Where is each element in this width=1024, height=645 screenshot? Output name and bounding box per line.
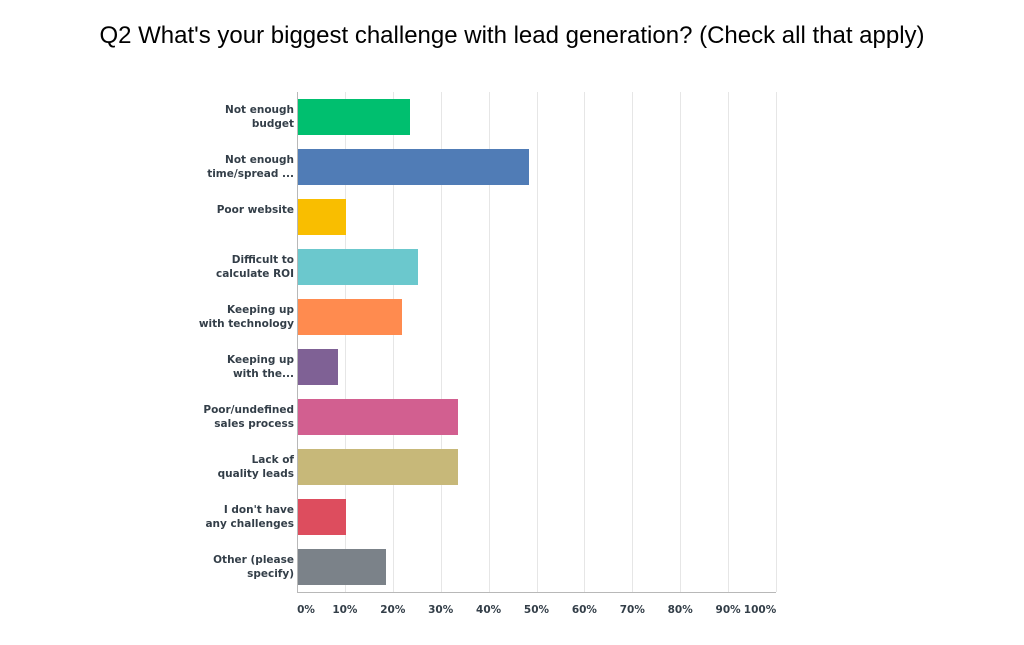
gridline [440,92,442,592]
x-tick-label: 10% [332,604,358,616]
x-tick-label: 100% [743,604,777,616]
category-label: I don't have any challenges [205,504,294,530]
y-axis-line [297,92,298,592]
bar [298,549,386,585]
gridline [632,92,634,592]
x-tick-label: 30% [428,604,454,616]
bar [298,99,410,135]
category-label: Keeping up with technology [198,304,294,330]
x-tick-label: 40% [476,604,502,616]
plot-area [297,92,777,593]
bar [298,249,418,285]
bar [298,199,346,235]
gridline [488,92,490,592]
x-tick-label: 60% [571,604,597,616]
x-tick-label: 80% [667,604,693,616]
x-tick-label: 90% [715,604,741,616]
gridline [392,92,394,592]
bar [298,349,338,385]
x-tick-label: 70% [619,604,645,616]
bar [298,499,346,535]
x-axis-line [297,592,776,593]
gridline [344,92,346,592]
x-tick-label: 50% [523,604,550,616]
category-label: Poor website [216,204,294,216]
x-tick-label: 0% [297,604,315,616]
category-label: Lack of quality leads [217,454,294,480]
category-label: Difficult to calculate ROI [215,254,294,280]
gridline [728,92,730,592]
category-label: Keeping up with the... [227,354,294,380]
category-label: Other (please specify) [213,554,294,580]
category-label: Not enough time/spread ... [207,154,294,180]
bar [298,399,458,435]
bar [298,299,402,335]
x-tick-label: 20% [380,604,406,616]
category-label: Poor/undefined sales process [203,404,294,430]
gridline [584,92,586,592]
gridline [680,92,682,592]
chart-title: Q2 What's your biggest challenge with le… [99,22,925,49]
category-label: Not enough budget [225,104,294,130]
gridline [536,92,538,592]
bar [298,449,458,485]
bar [298,149,530,185]
gridline [776,92,777,592]
